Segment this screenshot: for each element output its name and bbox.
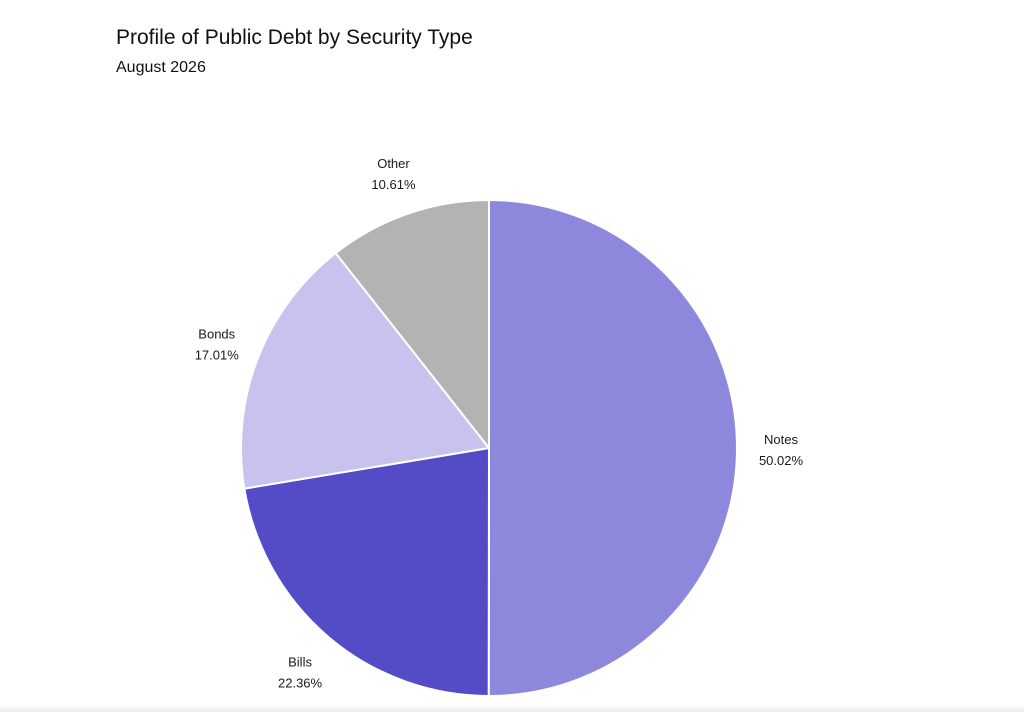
slice-name-other: Other (377, 156, 410, 171)
slice-percent-notes: 50.02% (759, 453, 804, 468)
slice-label-bills: Bills 22.36% (278, 655, 323, 691)
pie-slice-notes[interactable] (487, 199, 738, 697)
pie-slice-bills[interactable] (243, 447, 490, 697)
pie-slice-other[interactable] (334, 199, 490, 449)
slice-name-bills: Bills (288, 655, 312, 670)
bottom-edge-shadow (0, 704, 1024, 712)
pie-slice-bonds[interactable] (240, 252, 490, 490)
slice-label-bonds: Bonds 17.01% (195, 326, 240, 362)
chart-title: Profile of Public Debt by Security Type (116, 26, 473, 49)
slice-label-notes: Notes 50.02% (759, 432, 804, 468)
slice-percent-bills: 22.36% (278, 676, 323, 691)
slice-name-notes: Notes (764, 432, 798, 447)
slice-name-bonds: Bonds (198, 326, 235, 341)
slice-label-other: Other 10.61% (371, 156, 416, 192)
chart-header: Profile of Public Debt by Security Type … (116, 24, 473, 79)
slice-percent-bonds: 17.01% (195, 347, 240, 362)
slice-percent-other: 10.61% (371, 177, 416, 192)
chart-subtitle: August 2026 (116, 59, 206, 76)
